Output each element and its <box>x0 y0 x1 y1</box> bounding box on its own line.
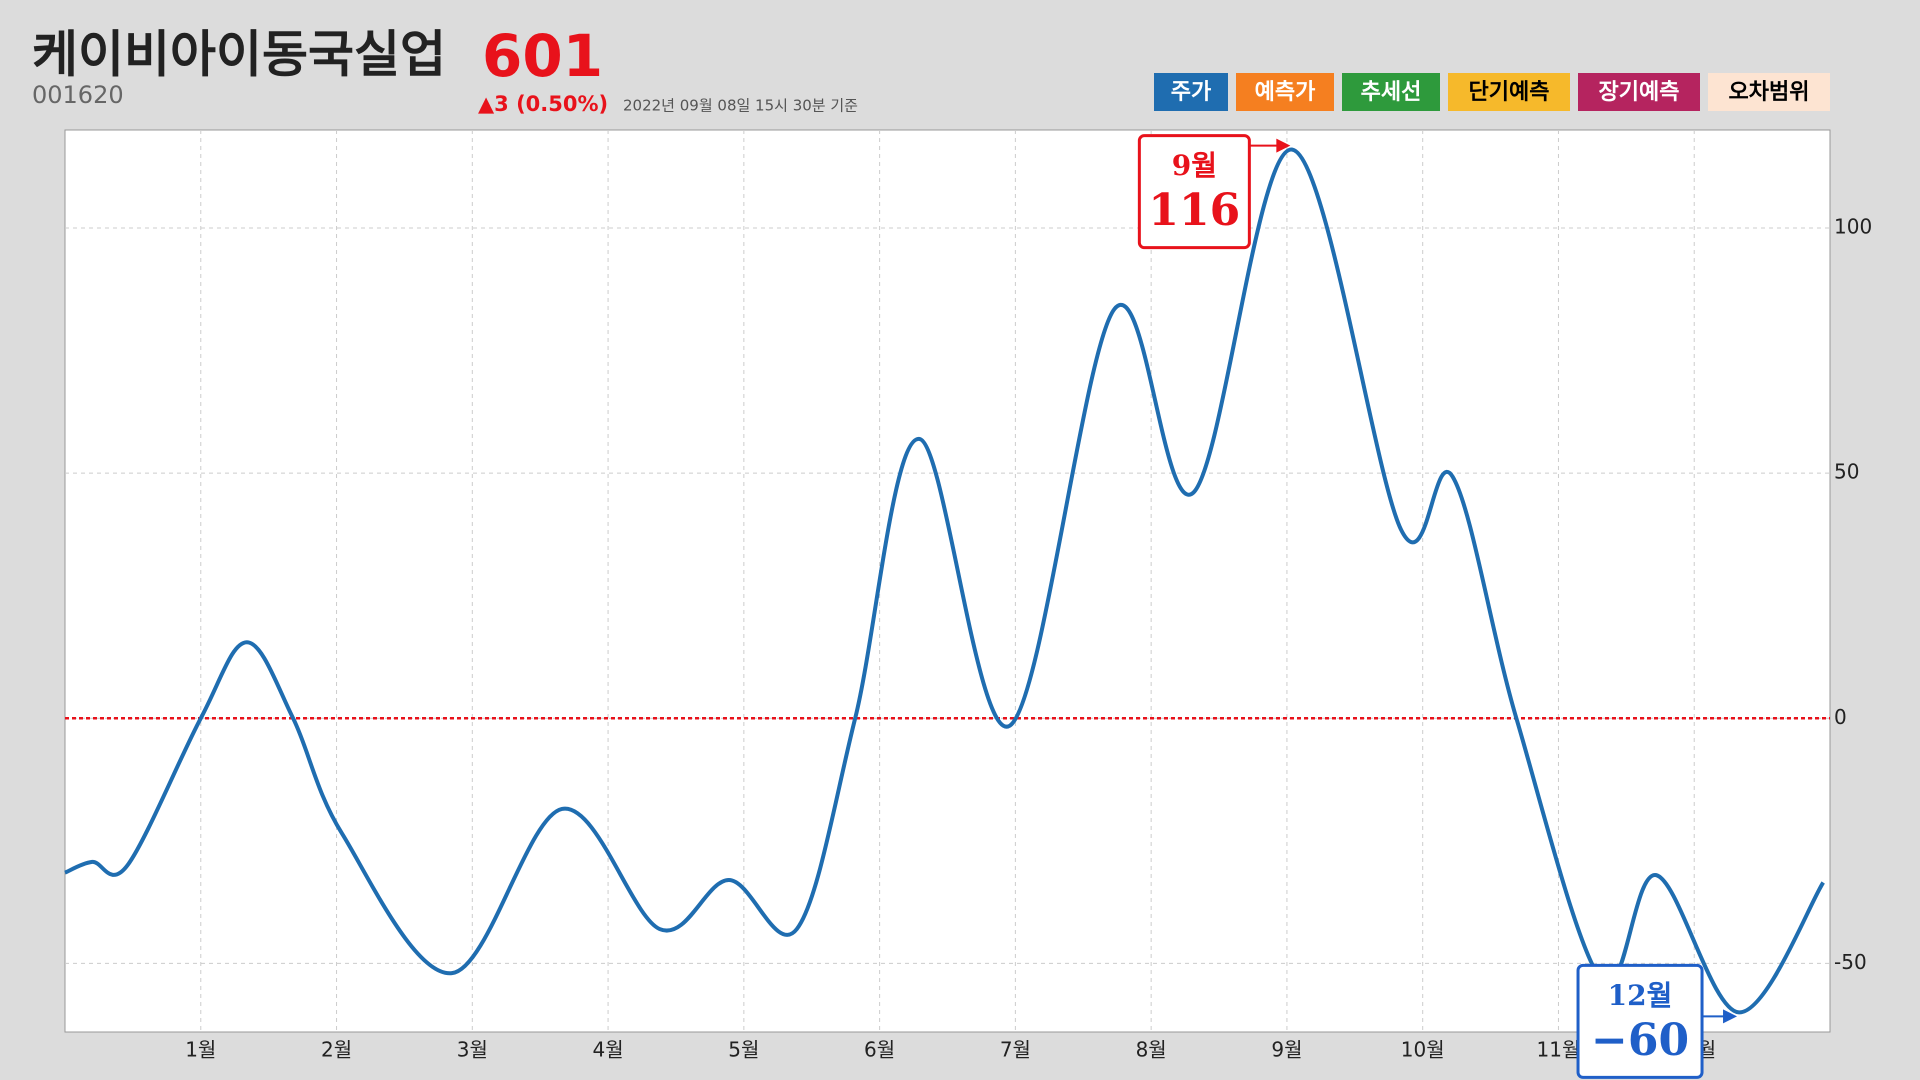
legend-swatch <box>1708 73 1830 111</box>
y-tick-label: 0 <box>1834 705 1847 729</box>
stock-price: 601 <box>482 22 603 90</box>
annotation-box <box>1576 963 1704 1079</box>
legend-swatch <box>1578 73 1700 111</box>
annotation-box <box>1137 134 1251 250</box>
annotation-month: 9월 <box>1172 149 1217 182</box>
price-line <box>64 147 1825 1015</box>
legend-swatch <box>1154 73 1228 111</box>
legend-label: 추세선 <box>1361 80 1422 105</box>
timestamp: 2022년 09월 08일 15시 30분 기준 <box>623 97 858 115</box>
annotation-value: −60 <box>1591 1015 1689 1066</box>
legend-swatch <box>1236 73 1334 111</box>
x-tick-label: 1월 <box>185 1038 216 1062</box>
legend-swatch <box>1448 73 1570 111</box>
stock-code: 001620 <box>32 81 124 109</box>
x-tick-label: 4월 <box>593 1038 624 1062</box>
y-tick-label: -50 <box>1834 950 1867 974</box>
stock-name: 케이비아이동국실업 <box>32 26 446 84</box>
price-change: ▲3 (0.50%) <box>478 92 608 116</box>
x-tick-label: 6월 <box>864 1038 895 1062</box>
legend-label: 단기예측 <box>1469 80 1550 105</box>
plot-area <box>64 129 1831 1033</box>
annotation-value: 116 <box>1148 185 1240 236</box>
y-tick-label: 100 <box>1834 215 1872 239</box>
x-tick-label: 3월 <box>457 1038 488 1062</box>
annotation-arrowhead <box>1276 138 1291 153</box>
x-tick-label: 7월 <box>1000 1038 1031 1062</box>
legend-label: 오차범위 <box>1729 80 1810 105</box>
annotation-arrowhead <box>1723 1009 1738 1024</box>
legend-label: 예측가 <box>1255 80 1316 105</box>
annotation-month: 12월 <box>1608 979 1673 1012</box>
x-tick-label: 10월 <box>1401 1038 1445 1062</box>
legend-label: 장기예측 <box>1599 80 1680 105</box>
y-tick-label: 50 <box>1834 460 1859 484</box>
legend-label: 주가 <box>1171 80 1211 105</box>
x-tick-label: 2월 <box>321 1038 352 1062</box>
x-tick-label: 8월 <box>1136 1038 1167 1062</box>
x-tick-label: 11월 <box>1537 1038 1581 1062</box>
x-tick-label: 5월 <box>728 1038 759 1062</box>
x-tick-label: 9월 <box>1271 1038 1302 1062</box>
legend-swatch <box>1342 73 1440 111</box>
